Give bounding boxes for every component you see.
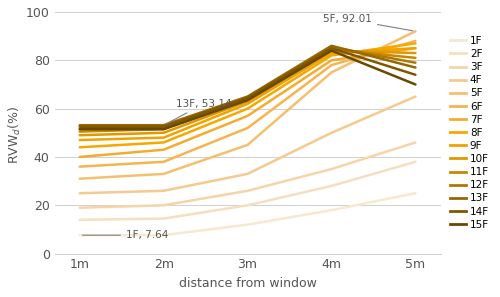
Y-axis label: RVW$_d$(%)  : RVW$_d$(%) [7,101,23,165]
Text: 13F, 53.14: 13F, 53.14 [166,99,232,124]
X-axis label: distance from window: distance from window [178,277,316,290]
Legend: 1F, 2F, 3F, 4F, 5F, 6F, 7F, 8F, 9F, 10F, 11F, 12F, 13F, 14F, 15F: 1F, 2F, 3F, 4F, 5F, 6F, 7F, 8F, 9F, 10F,… [446,32,493,234]
Text: 5F, 92.01: 5F, 92.01 [323,14,412,31]
Text: 1F, 7.64: 1F, 7.64 [82,230,168,240]
